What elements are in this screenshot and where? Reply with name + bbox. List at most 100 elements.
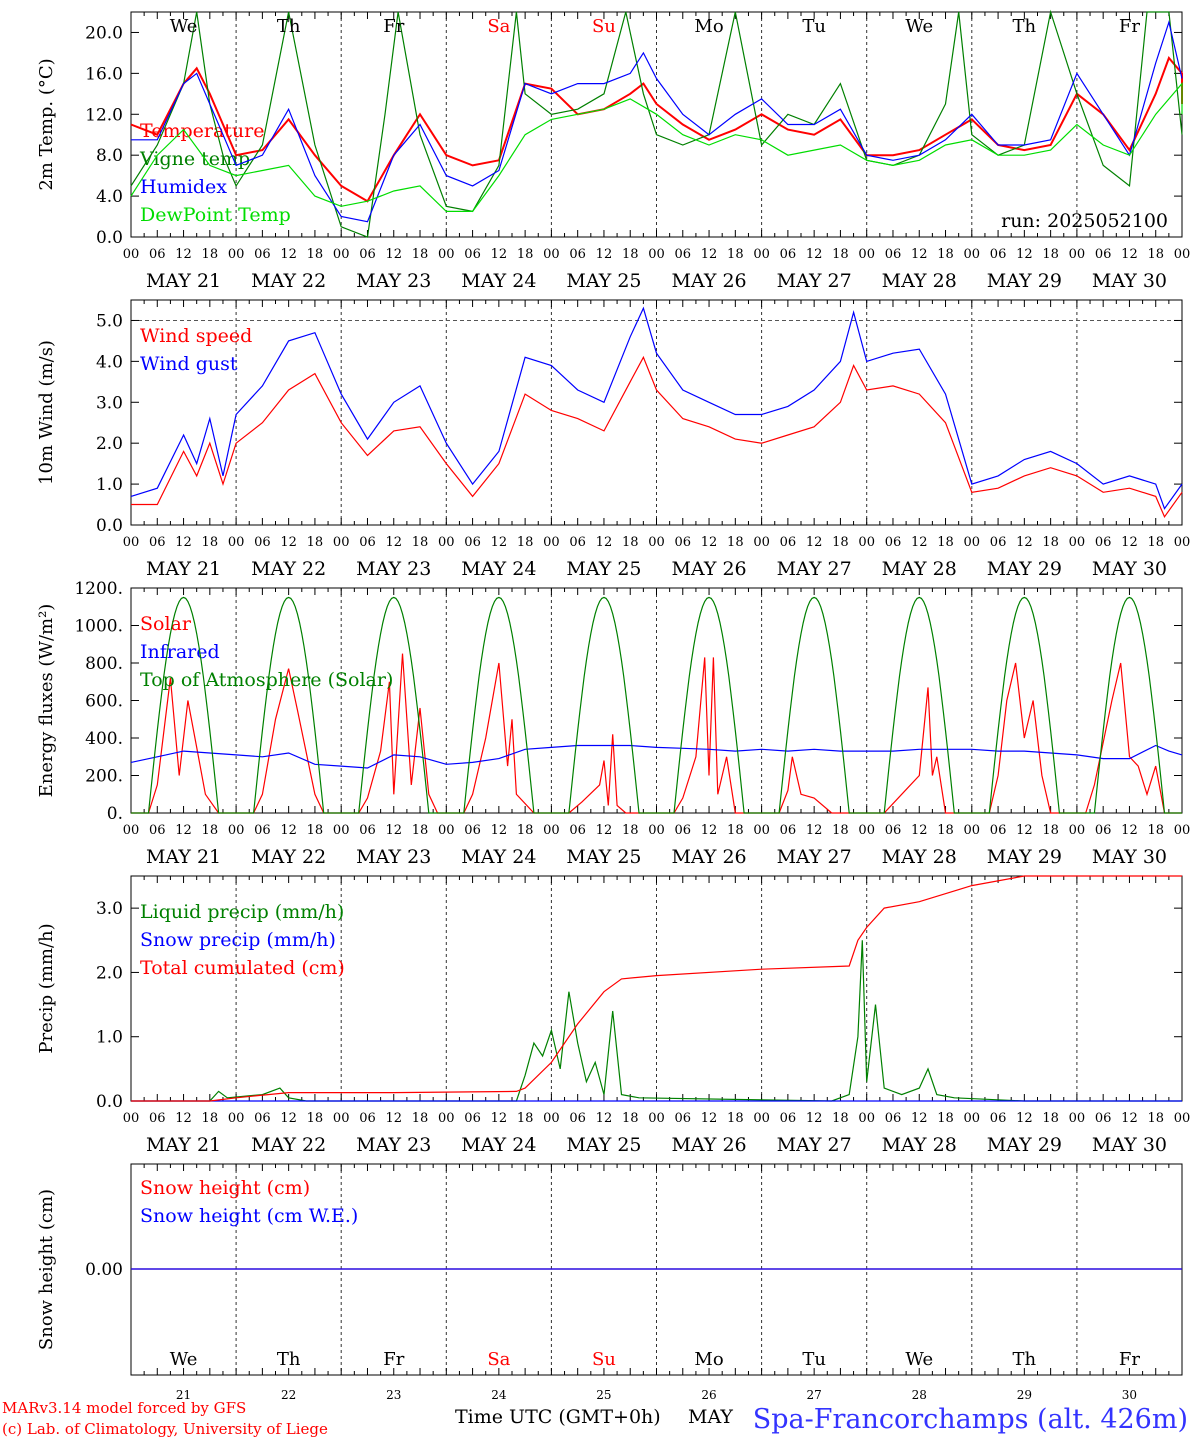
hour-tick-label: 12 bbox=[911, 535, 928, 550]
weekday-label: We bbox=[905, 16, 933, 37]
hour-tick-label: 18 bbox=[832, 535, 849, 550]
hour-tick-label: 00 bbox=[858, 535, 875, 550]
hour-tick-label: 06 bbox=[569, 247, 586, 262]
hour-tick-label: 18 bbox=[1147, 535, 1164, 550]
hour-tick-label: 00 bbox=[964, 1111, 981, 1126]
hour-tick-label: 12 bbox=[701, 823, 718, 838]
hour-tick-label: 06 bbox=[885, 1111, 902, 1126]
hour-tick-label: 18 bbox=[727, 823, 744, 838]
y-tick-label: 1.0 bbox=[96, 1028, 123, 1048]
hour-tick-label: 12 bbox=[596, 247, 613, 262]
weekday-label: Fr bbox=[383, 16, 404, 37]
hour-tick-label: 12 bbox=[280, 247, 297, 262]
series-line bbox=[131, 940, 1182, 1102]
hour-tick-label: 12 bbox=[701, 535, 718, 550]
hour-tick-label: 00 bbox=[858, 823, 875, 838]
footer-lab-credit: (c) Lab. of Climatology, University of L… bbox=[2, 1420, 328, 1438]
y-axis-label: 10m Wind (m/s) bbox=[36, 340, 57, 485]
date-label: MAY 30 bbox=[1092, 1134, 1167, 1156]
panel-frame bbox=[130, 587, 1183, 814]
hour-tick-label: 18 bbox=[307, 535, 324, 550]
hour-tick-label: 00 bbox=[753, 535, 770, 550]
hour-tick-label: 00 bbox=[648, 1111, 665, 1126]
date-label: MAY 26 bbox=[671, 846, 746, 868]
hour-tick-label: 00 bbox=[438, 247, 455, 262]
date-label: MAY 25 bbox=[566, 846, 641, 868]
date-label: MAY 28 bbox=[882, 558, 957, 580]
hour-tick-label: 18 bbox=[832, 247, 849, 262]
hour-tick-label: 18 bbox=[202, 535, 219, 550]
y-tick-label: 1.0 bbox=[96, 475, 123, 495]
hour-tick-label: 18 bbox=[727, 1111, 744, 1126]
hour-tick-label: 12 bbox=[280, 1111, 297, 1126]
hour-tick-label: 12 bbox=[806, 823, 823, 838]
y-tick-label: 16.0 bbox=[85, 64, 123, 84]
hour-tick-label: 18 bbox=[1042, 247, 1059, 262]
hour-tick-label: 06 bbox=[254, 535, 271, 550]
hour-tick-label: 00 bbox=[1174, 247, 1191, 262]
hour-tick-label: 00 bbox=[1069, 823, 1086, 838]
y-tick-label: 3.0 bbox=[96, 393, 123, 413]
panel-4: 0.0 1.0 2.0 3.0 Precip (mm/h) Liquid precip (… bbox=[36, 875, 1190, 1156]
legend-entry: Infrared bbox=[140, 641, 220, 663]
hour-tick-label: 06 bbox=[464, 535, 481, 550]
hour-tick-label: 12 bbox=[1121, 247, 1138, 262]
hour-tick-label: 12 bbox=[596, 535, 613, 550]
hour-tick-label: 18 bbox=[307, 247, 324, 262]
series-line bbox=[130, 56, 1183, 203]
station-name: Spa-Francorchamps (alt. 426m) bbox=[753, 1404, 1188, 1435]
date-label: MAY 25 bbox=[566, 270, 641, 292]
hour-tick-label: 00 bbox=[543, 1111, 560, 1126]
hour-tick-label: 00 bbox=[1174, 535, 1191, 550]
hour-tick-label: 00 bbox=[964, 823, 981, 838]
hour-tick-label: 06 bbox=[675, 823, 692, 838]
hour-tick-label: 00 bbox=[123, 535, 140, 550]
hour-tick-label: 06 bbox=[569, 1111, 586, 1126]
hour-tick-label: 18 bbox=[202, 823, 219, 838]
day-number-label: 27 bbox=[807, 1388, 822, 1402]
y-axis-label: Energy fluxes (W/m²) bbox=[36, 604, 57, 798]
hour-tick-label: 00 bbox=[1069, 535, 1086, 550]
y-tick-label: 1000. bbox=[74, 617, 123, 637]
day-number-label: 22 bbox=[281, 1388, 296, 1402]
series-line bbox=[131, 355, 1183, 519]
hour-tick-label: 00 bbox=[543, 247, 560, 262]
hour-tick-label: 12 bbox=[175, 247, 192, 262]
date-label: MAY 21 bbox=[146, 846, 221, 868]
hour-tick-label: 12 bbox=[385, 1111, 402, 1126]
hour-tick-label: 12 bbox=[701, 247, 718, 262]
hour-tick-label: 00 bbox=[123, 823, 140, 838]
hour-tick-label: 06 bbox=[885, 535, 902, 550]
date-label: MAY 27 bbox=[777, 270, 852, 292]
hour-tick-label: 00 bbox=[1069, 1111, 1086, 1126]
legend-entry: Vigne temp bbox=[139, 148, 250, 170]
hour-tick-label: 12 bbox=[596, 823, 613, 838]
hour-tick-label: 18 bbox=[622, 535, 639, 550]
y-tick-label: 5.0 bbox=[96, 311, 123, 331]
hour-tick-label: 18 bbox=[1042, 823, 1059, 838]
hour-tick-label: 12 bbox=[1121, 535, 1138, 550]
date-label: MAY 22 bbox=[251, 558, 326, 580]
hour-tick-label: 12 bbox=[491, 1111, 508, 1126]
hour-tick-label: 06 bbox=[149, 535, 166, 550]
hour-tick-label: 06 bbox=[359, 823, 376, 838]
hour-tick-label: 18 bbox=[937, 1111, 954, 1126]
date-label: MAY 21 bbox=[146, 558, 221, 580]
hour-tick-label: 06 bbox=[675, 535, 692, 550]
y-tick-label: 200. bbox=[85, 767, 123, 787]
weekday-label: Mo bbox=[694, 16, 723, 37]
hour-tick-label: 12 bbox=[911, 823, 928, 838]
hour-tick-label: 18 bbox=[1042, 1111, 1059, 1126]
date-label: MAY 25 bbox=[566, 1134, 641, 1156]
hour-tick-label: 18 bbox=[517, 1111, 534, 1126]
hour-tick-label: 06 bbox=[1095, 535, 1112, 550]
series-line bbox=[130, 81, 1183, 212]
hour-tick-label: 00 bbox=[964, 247, 981, 262]
day-number-label: 30 bbox=[1122, 1388, 1137, 1402]
hour-tick-label: 12 bbox=[175, 535, 192, 550]
hour-tick-label: 12 bbox=[175, 823, 192, 838]
hour-tick-label: 12 bbox=[911, 1111, 928, 1126]
weekday-label: Su bbox=[592, 16, 616, 37]
y-tick-label: 2.0 bbox=[96, 434, 123, 454]
hour-tick-label: 06 bbox=[359, 1111, 376, 1126]
